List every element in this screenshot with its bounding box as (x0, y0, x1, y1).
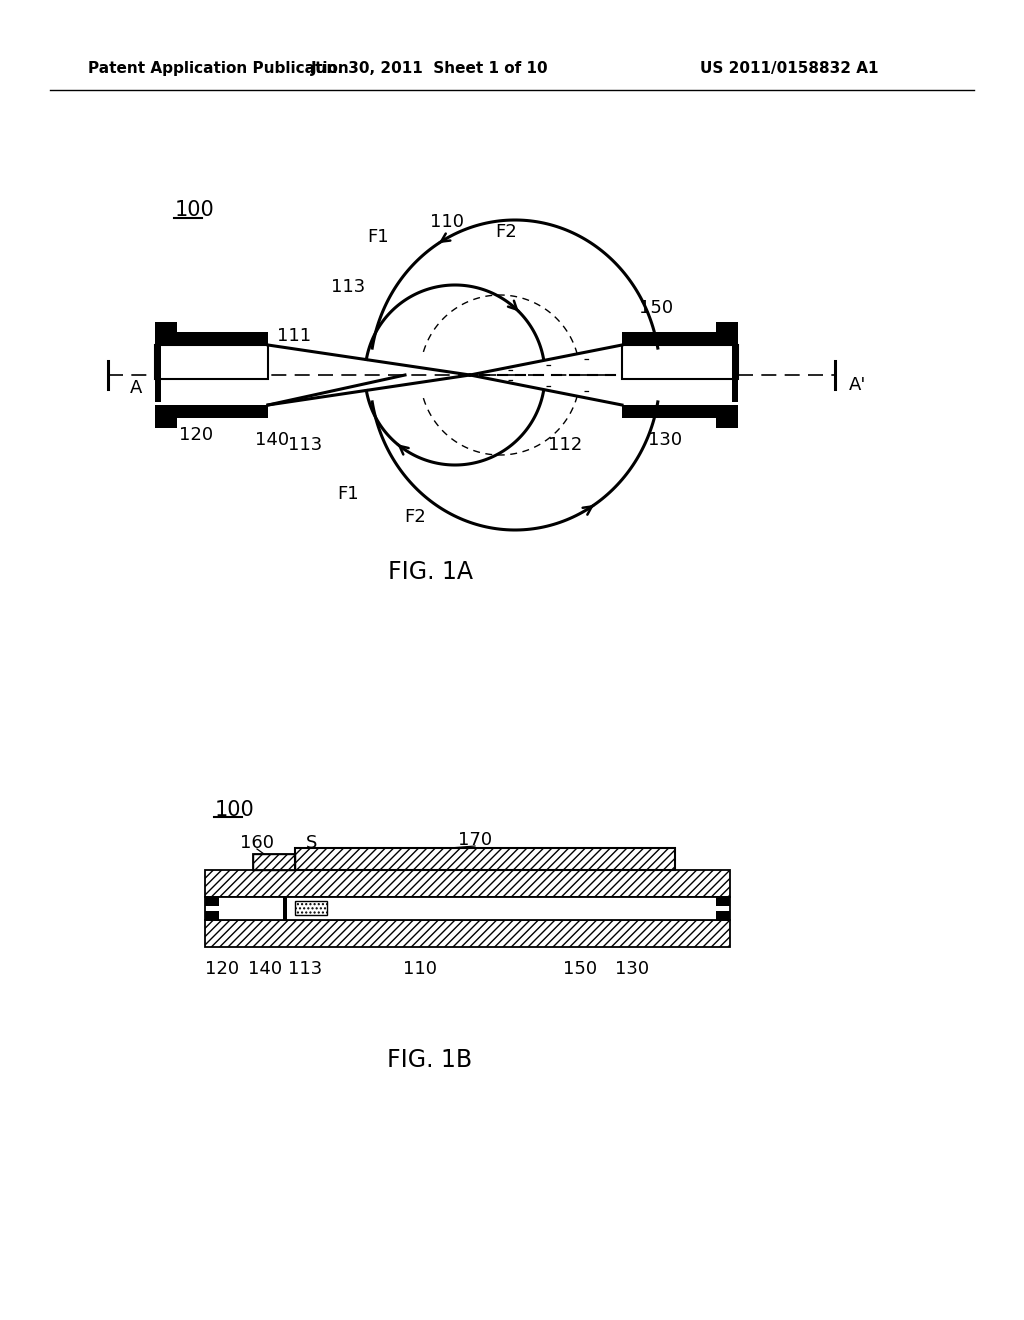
Text: F1: F1 (337, 484, 358, 503)
Text: 120: 120 (205, 960, 239, 978)
Bar (295, 847, 675, 870)
Bar (253, 854, 295, 870)
Bar (253, 854, 295, 870)
Text: 110: 110 (430, 213, 464, 231)
Text: A': A' (849, 376, 866, 393)
Bar (155, 333, 268, 345)
Bar (622, 405, 738, 418)
Text: 170: 170 (458, 832, 493, 849)
Text: 112: 112 (548, 436, 582, 454)
Bar (205, 920, 730, 946)
Text: 110: 110 (403, 960, 437, 978)
Bar (155, 405, 268, 418)
Bar (716, 898, 730, 906)
Text: 120: 120 (179, 426, 213, 444)
Text: F1: F1 (368, 228, 389, 246)
Bar (295, 902, 327, 915)
Bar (205, 898, 219, 906)
Text: Jun. 30, 2011  Sheet 1 of 10: Jun. 30, 2011 Sheet 1 of 10 (311, 61, 549, 75)
Bar (716, 418, 738, 428)
Text: F2: F2 (404, 508, 426, 525)
Bar (205, 898, 730, 920)
Bar (716, 322, 738, 333)
Text: F2: F2 (496, 223, 517, 242)
Text: 100: 100 (215, 800, 255, 820)
Text: 113: 113 (288, 960, 323, 978)
Bar (205, 911, 219, 920)
Bar (155, 418, 177, 428)
Bar (716, 911, 730, 920)
Text: 150: 150 (639, 300, 673, 317)
Text: 130: 130 (615, 960, 649, 978)
Text: US 2011/0158832 A1: US 2011/0158832 A1 (700, 61, 879, 75)
Text: 113: 113 (288, 436, 323, 454)
Bar (205, 870, 730, 898)
Bar (732, 322, 738, 403)
Bar (155, 345, 268, 379)
Text: S: S (306, 834, 317, 851)
Text: 160: 160 (240, 834, 274, 851)
Text: A: A (130, 379, 142, 397)
Text: FIG. 1B: FIG. 1B (387, 1048, 472, 1072)
Text: 140: 140 (248, 960, 282, 978)
Bar (155, 322, 177, 333)
Text: Patent Application Publication: Patent Application Publication (88, 61, 349, 75)
Bar (295, 847, 675, 870)
Text: 111: 111 (276, 327, 311, 345)
Text: 150: 150 (563, 960, 597, 978)
Text: 113: 113 (331, 279, 366, 296)
Text: 140: 140 (255, 432, 289, 449)
Text: 130: 130 (648, 432, 682, 449)
Bar (622, 345, 738, 379)
Bar (155, 322, 161, 403)
Text: FIG. 1A: FIG. 1A (387, 560, 472, 583)
Text: 100: 100 (175, 201, 215, 220)
Bar (283, 898, 287, 920)
Bar (622, 333, 738, 345)
